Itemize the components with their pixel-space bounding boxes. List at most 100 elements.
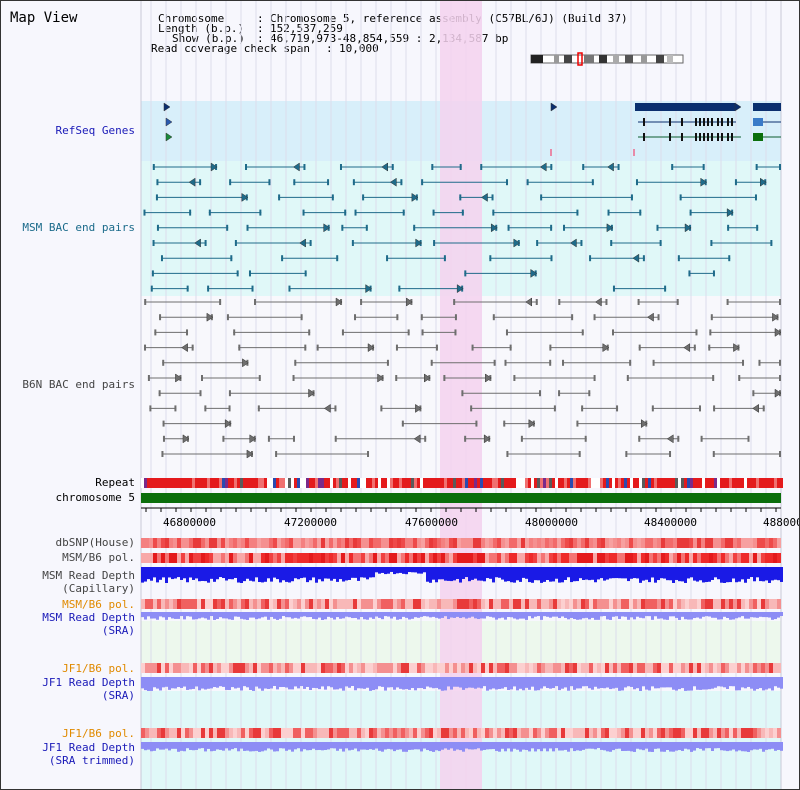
msm-bac-pair-arrow[interactable] <box>241 192 249 202</box>
b6n-bac-pair-arrow[interactable] <box>774 327 782 337</box>
b6n-bac-pair-end <box>475 420 478 427</box>
b6n-bac-pair-arrow[interactable] <box>647 312 654 322</box>
msm-bac-pair-arrow[interactable] <box>530 268 538 278</box>
gene-block[interactable] <box>753 118 763 126</box>
b6n-bac-pair-end <box>147 375 150 381</box>
b6n-bac-pair-arrow[interactable] <box>528 419 536 429</box>
b6n-bac-pair-arrow[interactable] <box>406 297 413 307</box>
msm-bac-pair-arrow[interactable] <box>632 253 640 263</box>
msm-pol-strip <box>657 553 661 563</box>
msm-bac-pair-arrow[interactable] <box>293 162 300 172</box>
gene-arrow[interactable] <box>165 132 173 142</box>
gene-block[interactable] <box>753 103 781 111</box>
msm-bac-pair-arrow[interactable] <box>194 238 201 248</box>
b6n-bac-pair-arrow[interactable] <box>377 373 385 383</box>
gene-arrow[interactable] <box>165 117 173 127</box>
b6n-bac-pair-arrow[interactable] <box>175 373 182 383</box>
b6n-bac-pair-arrow[interactable] <box>249 434 257 444</box>
b6n-bac-pair-arrow[interactable] <box>772 312 779 322</box>
jf1-pol-strip-2 <box>237 728 241 738</box>
jf1-depth-trim-bar <box>576 742 579 751</box>
b6n-bac-pair-arrow[interactable] <box>525 297 532 307</box>
msm-bac-pair-arrow[interactable] <box>299 238 306 248</box>
b6n-bac-pair-arrow[interactable] <box>224 419 232 429</box>
msm-pol-strip-2 <box>325 599 329 609</box>
jf1-depth-trim-bar <box>249 742 252 752</box>
msm-bac-pair-arrow[interactable] <box>365 284 373 294</box>
msm-depth-sra-bar <box>504 612 507 620</box>
b6n-bac-pair-arrow[interactable] <box>640 419 648 429</box>
b6n-bac-pair-arrow[interactable] <box>733 343 740 353</box>
b6n-bac-pair-arrow[interactable] <box>752 403 759 413</box>
msm-bac-pair-arrow[interactable] <box>539 162 547 172</box>
msm-bac-pair-arrow[interactable] <box>323 223 331 233</box>
msm-bac-pair-arrow[interactable] <box>490 223 498 233</box>
msm-depth-sra-bar <box>213 612 216 620</box>
msm-bac-pair-arrow[interactable] <box>381 162 388 172</box>
b6n-bac-pair-arrow[interactable] <box>308 388 315 398</box>
b6n-bac-pair-arrow[interactable] <box>594 297 602 307</box>
dbsnp-strip <box>681 538 685 548</box>
msm-bac-pair-arrow[interactable] <box>513 238 521 248</box>
msm-bac-pair-arrow[interactable] <box>684 223 692 233</box>
msm-bac-pair-arrow[interactable] <box>481 192 488 202</box>
chromosome-ideogram[interactable] <box>530 52 684 66</box>
jf1-pol-strip-2 <box>741 728 745 738</box>
b6n-bac-pair-arrow[interactable] <box>367 343 375 353</box>
track-label-b6n-bac[interactable]: B6N BAC end pairs <box>22 378 135 391</box>
repeat-segment <box>711 478 714 488</box>
msm-bac-pair-arrow[interactable] <box>760 177 767 187</box>
msm-bac-pair-arrow[interactable] <box>456 284 464 294</box>
gene-arrow[interactable] <box>734 102 742 112</box>
msm-depth-sra-bar <box>624 612 627 617</box>
b6n-bac-pair-arrow[interactable] <box>206 312 214 322</box>
gene-block[interactable] <box>753 133 763 141</box>
jf1-depth-sra-bar <box>516 677 519 691</box>
jf1-depth-trim-bar <box>237 742 240 752</box>
b6n-bac-pair-arrow[interactable] <box>602 343 610 353</box>
b6n-bac-pair-end <box>581 405 584 412</box>
msm-bac-pair-arrow[interactable] <box>415 238 423 248</box>
msm-bac-pair-arrow[interactable] <box>700 177 708 187</box>
msm-depth-capillary-bar <box>321 567 324 582</box>
gene-block[interactable] <box>635 103 735 111</box>
gene-arrow[interactable] <box>550 102 558 112</box>
chromosome-bar[interactable] <box>141 493 781 503</box>
gene-arrow[interactable] <box>163 102 171 112</box>
b6n-bac-pair-arrow[interactable] <box>181 343 188 353</box>
jf1-pol-strip-2 <box>157 728 161 738</box>
msm-bac-pair-end <box>754 194 757 201</box>
track-label-refseq[interactable]: RefSeq Genes <box>55 124 135 137</box>
b6n-bac-pair-arrow[interactable] <box>774 388 782 398</box>
b6n-bac-pair-arrow[interactable] <box>483 434 491 444</box>
jf1-depth-trim-bar <box>435 742 438 751</box>
repeat-segment <box>552 478 555 488</box>
b6n-bac-pair-arrow[interactable] <box>246 449 254 459</box>
msm-depth-sra-bar <box>564 612 567 618</box>
msm-bac-pair-arrow[interactable] <box>607 162 614 172</box>
b6n-bac-pair-arrow[interactable] <box>242 358 249 368</box>
b6n-bac-pair-arrow[interactable] <box>415 403 422 413</box>
jf1-pol-strip-2 <box>425 728 429 738</box>
b6n-bac-pair-arrow[interactable] <box>413 434 421 444</box>
b6n-bac-pair-arrow[interactable] <box>182 434 190 444</box>
track-label-msm-bac[interactable]: MSM BAC end pairs <box>22 221 135 234</box>
b6n-bac-pair-arrow[interactable] <box>323 403 331 413</box>
b6n-bac-pair-arrow[interactable] <box>335 297 343 307</box>
jf1-depth-sra-bar <box>567 677 570 691</box>
b6n-bac-pair-arrow[interactable] <box>666 434 674 444</box>
msm-bac-pair-arrow[interactable] <box>569 238 577 248</box>
b6n-bac-pair-arrow[interactable] <box>683 343 691 353</box>
msm-bac-pair-arrow[interactable] <box>389 177 397 187</box>
msm-pol-strip <box>345 553 349 563</box>
msm-bac-pair-arrow[interactable] <box>606 223 614 233</box>
msm-bac-pair-arrow[interactable] <box>188 177 196 187</box>
b6n-bac-pair-arrow[interactable] <box>485 373 492 383</box>
msm-bac-pair-arrow[interactable] <box>210 162 218 172</box>
selected-region-highlight[interactable] <box>440 1 482 790</box>
msm-pol-strip-2 <box>669 599 673 609</box>
msm-bac-pair-arrow[interactable] <box>726 208 734 218</box>
msm-bac-pair-arrow[interactable] <box>411 192 419 202</box>
b6n-bac-pair-arrow[interactable] <box>424 373 431 383</box>
